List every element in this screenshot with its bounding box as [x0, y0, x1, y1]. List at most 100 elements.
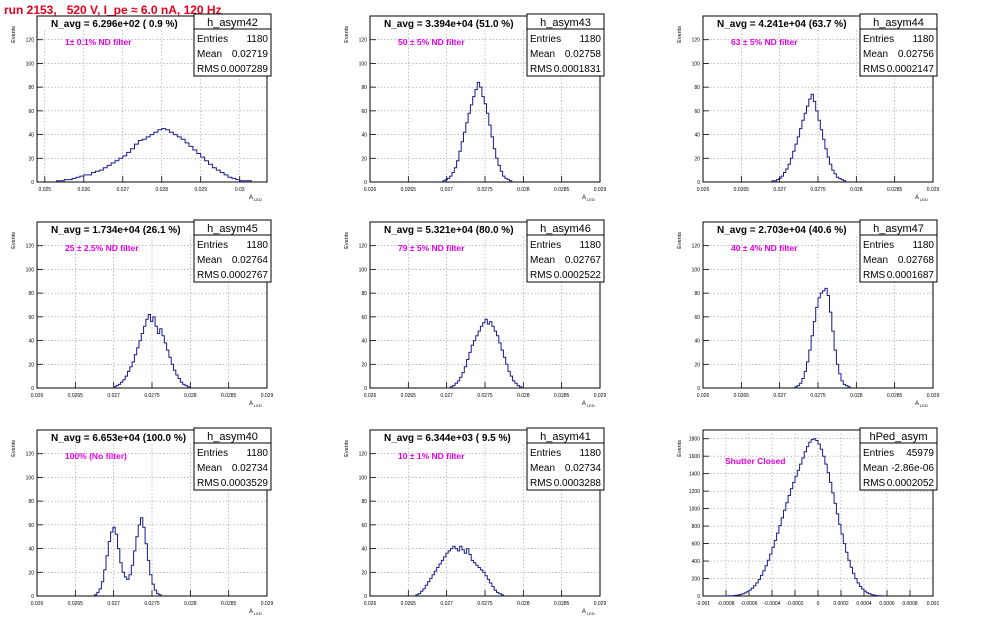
stats-value-mean: 0.02756	[898, 49, 935, 60]
stats-value-entries: 1180	[246, 448, 268, 459]
y-tick-label: 120	[26, 38, 35, 44]
x-tick-label: 0.001	[927, 601, 940, 607]
histogram-series	[442, 81, 513, 182]
stats-label-entries: Entries	[863, 34, 894, 45]
y-tick-label: 80	[28, 85, 34, 91]
x-axis-label-subscript: LED	[587, 197, 595, 202]
x-tick-label: 0.028	[184, 601, 197, 607]
y-tick-label: 600	[692, 542, 701, 548]
x-tick-label: 0.03	[235, 187, 245, 193]
x-tick-label: 0.026	[364, 601, 377, 607]
y-tick-label: 60	[28, 315, 34, 321]
stats-label-mean: Mean	[197, 255, 222, 266]
stats-label-mean: Mean	[530, 255, 555, 266]
x-tick-label: 0.028	[184, 393, 197, 399]
x-axis-label: A	[582, 195, 586, 201]
panel-h_asym42: 0 20 40 60 80 100 120 0.025 0.026 0.027 0.028 0.029…	[11, 13, 272, 202]
stats-value-entries: 1180	[579, 34, 601, 45]
y-tick-label: 400	[692, 559, 701, 565]
x-tick-label: 0.0275	[477, 393, 493, 399]
filter-note: 79 ± 5% ND filter	[398, 243, 465, 253]
y-tick-label: 800	[692, 524, 701, 530]
x-tick-label: 0.027	[107, 601, 120, 607]
y-axis-label: Events	[11, 26, 17, 43]
x-tick-label: 0.029	[261, 393, 274, 399]
y-tick-label: 0	[31, 180, 34, 186]
y-tick-label: 0	[364, 594, 367, 600]
y-tick-label: 80	[694, 85, 700, 91]
x-tick-label: 0.0008	[902, 601, 918, 607]
x-tick-label: 0.027	[773, 187, 786, 193]
y-axis-label: Events	[344, 232, 350, 249]
panel-h_asym47: 0 20 40 60 80 100 120 0.026 0.0265 0.027 0.0275 0.0…	[677, 219, 939, 408]
stats-box	[193, 13, 272, 77]
x-tick-label: 0.026	[364, 187, 377, 193]
stats-label-entries: Entries	[863, 448, 894, 459]
histogram-series	[415, 545, 504, 596]
x-tick-label: 0.028	[850, 187, 863, 193]
y-tick-label: 40	[28, 339, 34, 345]
x-tick-label: 0.0285	[887, 393, 903, 399]
stats-value-rms: 0.0003288	[554, 478, 602, 489]
x-tick-label: 0.028	[850, 393, 863, 399]
stats-value-mean: -2.86e-06	[891, 463, 934, 474]
headline-text: N_avg = 5.321e+04 (80.0 %)	[384, 225, 514, 236]
stats-label-rms: RMS	[197, 478, 220, 489]
headline-text: N_avg = 6.344e+03 ( 9.5 %)	[384, 433, 511, 444]
stats-value-rms: 0.0001687	[887, 270, 935, 281]
x-tick-label: -0.0004	[764, 601, 781, 607]
y-tick-label: 120	[26, 244, 35, 250]
headline-text: N_avg = 4.241e+04 (63.7 %)	[717, 19, 847, 30]
filter-note: 50 ± 5% ND filter	[398, 37, 465, 47]
filter-note: 25 ± 2.5% ND filter	[65, 243, 139, 253]
y-tick-label: 80	[361, 499, 367, 505]
y-tick-label: 60	[28, 523, 34, 529]
y-tick-label: 0	[697, 594, 700, 600]
y-tick-label: 100	[26, 267, 35, 273]
x-tick-label: 0.0285	[221, 393, 237, 399]
histogram-series	[56, 128, 252, 182]
x-tick-label: 0.028	[517, 393, 530, 399]
filter-note: Shutter Closed	[725, 456, 785, 466]
x-axis-label-subscript: LED	[254, 403, 262, 408]
stats-value-rms: 0.0002147	[887, 64, 935, 75]
stats-histogram-name: h_asym44	[873, 17, 924, 29]
headline-box	[704, 223, 886, 235]
stats-label-entries: Entries	[863, 240, 894, 251]
histogram-series	[794, 287, 851, 388]
stats-label-entries: Entries	[197, 34, 228, 45]
y-axis-label: Events	[677, 232, 683, 249]
x-tick-label: 0.027	[440, 601, 453, 607]
filter-note: 1± 0.1% ND filter	[65, 37, 132, 47]
x-tick-label: -0.0006	[741, 601, 758, 607]
x-tick-label: 0.0265	[68, 393, 84, 399]
stats-box	[526, 13, 605, 77]
stats-histogram-name: hPed_asym	[869, 431, 927, 443]
y-tick-label: 40	[694, 339, 700, 345]
stats-value-entries: 1180	[246, 240, 268, 251]
x-tick-label: -0.0008	[718, 601, 735, 607]
y-tick-label: 120	[26, 452, 35, 458]
stats-label-mean: Mean	[530, 463, 555, 474]
y-tick-label: 0	[364, 386, 367, 392]
x-tick-label: 0.0275	[477, 187, 493, 193]
y-tick-label: 20	[28, 156, 34, 162]
y-tick-label: 1200	[689, 489, 700, 495]
stats-value-entries: 1180	[912, 34, 934, 45]
x-axis-label: A	[249, 195, 253, 201]
y-tick-label: 80	[694, 291, 700, 297]
x-axis-label-subscript: LED	[920, 403, 928, 408]
stats-value-mean: 0.02734	[565, 463, 602, 474]
stats-box	[859, 13, 938, 77]
stats-label-mean: Mean	[530, 49, 555, 60]
x-axis-label-subscript: LED	[587, 403, 595, 408]
stats-histogram-name: h_asym40	[207, 431, 258, 443]
filter-note: 10 ± 1% ND filter	[398, 451, 465, 461]
x-tick-label: 0.026	[31, 393, 44, 399]
panel-hPed_asym: 0 200 400 600 800 1000 1200 1400 1600 1800 -0.001 -…	[677, 427, 940, 607]
headline-box	[371, 17, 553, 29]
y-tick-label: 0	[697, 180, 700, 186]
y-tick-label: 0	[31, 594, 34, 600]
y-tick-label: 40	[694, 133, 700, 139]
headline-box	[371, 431, 553, 443]
